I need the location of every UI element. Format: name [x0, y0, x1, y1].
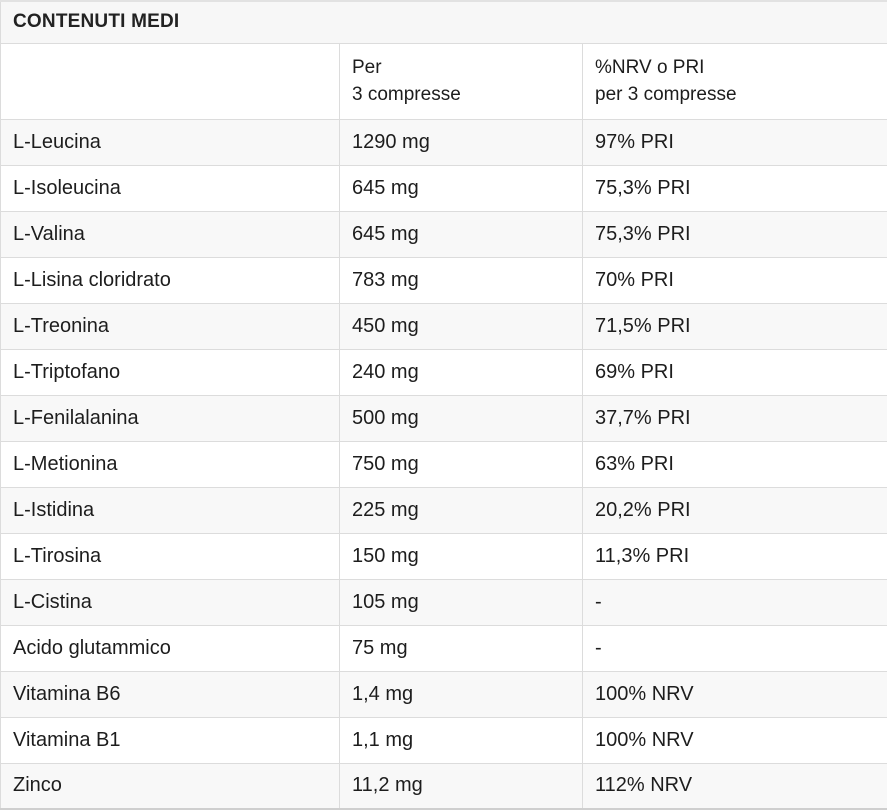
nrv-cell: 20,2% PRI — [581, 486, 887, 534]
nutrient-name-cell: L-Treonina — [0, 302, 340, 350]
table-row: Zinco 11,2 mg 112% NRV — [0, 762, 887, 810]
amount-cell: 11,2 mg — [339, 762, 583, 810]
amount-cell: 225 mg — [339, 486, 583, 534]
header-line: per 3 compresse — [595, 84, 737, 105]
nrv-cell: 112% NRV — [581, 762, 887, 810]
header-line: Per — [352, 57, 382, 78]
table-row: L-Leucina 1290 mg 97% PRI — [0, 118, 887, 166]
table-row: L-Triptofano 240 mg 69% PRI — [0, 348, 887, 396]
nutrient-name-cell: L-Valina — [0, 210, 340, 258]
table-row: L-Metionina 750 mg 63% PRI — [0, 440, 887, 488]
nrv-cell: 11,3% PRI — [581, 532, 887, 580]
nrv-cell: 97% PRI — [581, 118, 887, 166]
table-row: L-Lisina cloridrato 783 mg 70% PRI — [0, 256, 887, 304]
nrv-cell: 37,7% PRI — [581, 394, 887, 442]
table-title-row: CONTENUTI MEDI — [0, 0, 887, 44]
nrv-cell: 75,3% PRI — [581, 164, 887, 212]
header-nrv-pri: %NRV o PRI per 3 compresse — [581, 42, 887, 120]
nutrient-name-cell: L-Triptofano — [0, 348, 340, 396]
amount-cell: 75 mg — [339, 624, 583, 672]
nrv-cell: 63% PRI — [581, 440, 887, 488]
nutrient-name-cell: L-Cistina — [0, 578, 340, 626]
nutrient-name-cell: L-Fenilalanina — [0, 394, 340, 442]
nrv-cell: 70% PRI — [581, 256, 887, 304]
table-header-row: Per 3 compresse %NRV o PRI per 3 compres… — [0, 42, 887, 120]
nrv-cell: 69% PRI — [581, 348, 887, 396]
amount-cell: 750 mg — [339, 440, 583, 488]
nutrient-name-cell: Vitamina B6 — [0, 670, 340, 718]
amount-cell: 240 mg — [339, 348, 583, 396]
amount-cell: 1,4 mg — [339, 670, 583, 718]
header-line: %NRV o PRI — [595, 57, 705, 78]
nrv-cell: 100% NRV — [581, 716, 887, 764]
table-row: L-Valina 645 mg 75,3% PRI — [0, 210, 887, 258]
nutrient-name-cell: L-Metionina — [0, 440, 340, 488]
nutrient-name-cell: L-Leucina — [0, 118, 340, 166]
amount-cell: 783 mg — [339, 256, 583, 304]
nutrient-name-cell: L-Isoleucina — [0, 164, 340, 212]
nutrient-name-cell: L-Lisina cloridrato — [0, 256, 340, 304]
amount-cell: 105 mg — [339, 578, 583, 626]
amount-cell: 150 mg — [339, 532, 583, 580]
nrv-cell: - — [581, 624, 887, 672]
table-row: L-Isoleucina 645 mg 75,3% PRI — [0, 164, 887, 212]
header-empty-cell — [0, 42, 340, 120]
amount-cell: 1290 mg — [339, 118, 583, 166]
table-row: Acido glutammico 75 mg - — [0, 624, 887, 672]
amount-cell: 450 mg — [339, 302, 583, 350]
nrv-cell: 71,5% PRI — [581, 302, 887, 350]
table-row: L-Cistina 105 mg - — [0, 578, 887, 626]
nutrient-name-cell: Acido glutammico — [0, 624, 340, 672]
table-row: Vitamina B1 1,1 mg 100% NRV — [0, 716, 887, 764]
nrv-cell: 100% NRV — [581, 670, 887, 718]
nutrient-name-cell: L-Tirosina — [0, 532, 340, 580]
table-row: L-Tirosina 150 mg 11,3% PRI — [0, 532, 887, 580]
nrv-cell: - — [581, 578, 887, 626]
table-row: L-Treonina 450 mg 71,5% PRI — [0, 302, 887, 350]
table-row: L-Fenilalanina 500 mg 37,7% PRI — [0, 394, 887, 442]
nutrient-name-cell: Vitamina B1 — [0, 716, 340, 764]
header-line: 3 compresse — [352, 84, 461, 105]
table-row: L-Istidina 225 mg 20,2% PRI — [0, 486, 887, 534]
nutrient-name-cell: L-Istidina — [0, 486, 340, 534]
amount-cell: 1,1 mg — [339, 716, 583, 764]
amount-cell: 645 mg — [339, 210, 583, 258]
table-title: CONTENUTI MEDI — [0, 0, 887, 44]
header-per-3-compresse: Per 3 compresse — [339, 42, 583, 120]
table-row: Vitamina B6 1,4 mg 100% NRV — [0, 670, 887, 718]
nutrient-name-cell: Zinco — [0, 762, 340, 810]
amount-cell: 645 mg — [339, 164, 583, 212]
nrv-cell: 75,3% PRI — [581, 210, 887, 258]
amount-cell: 500 mg — [339, 394, 583, 442]
